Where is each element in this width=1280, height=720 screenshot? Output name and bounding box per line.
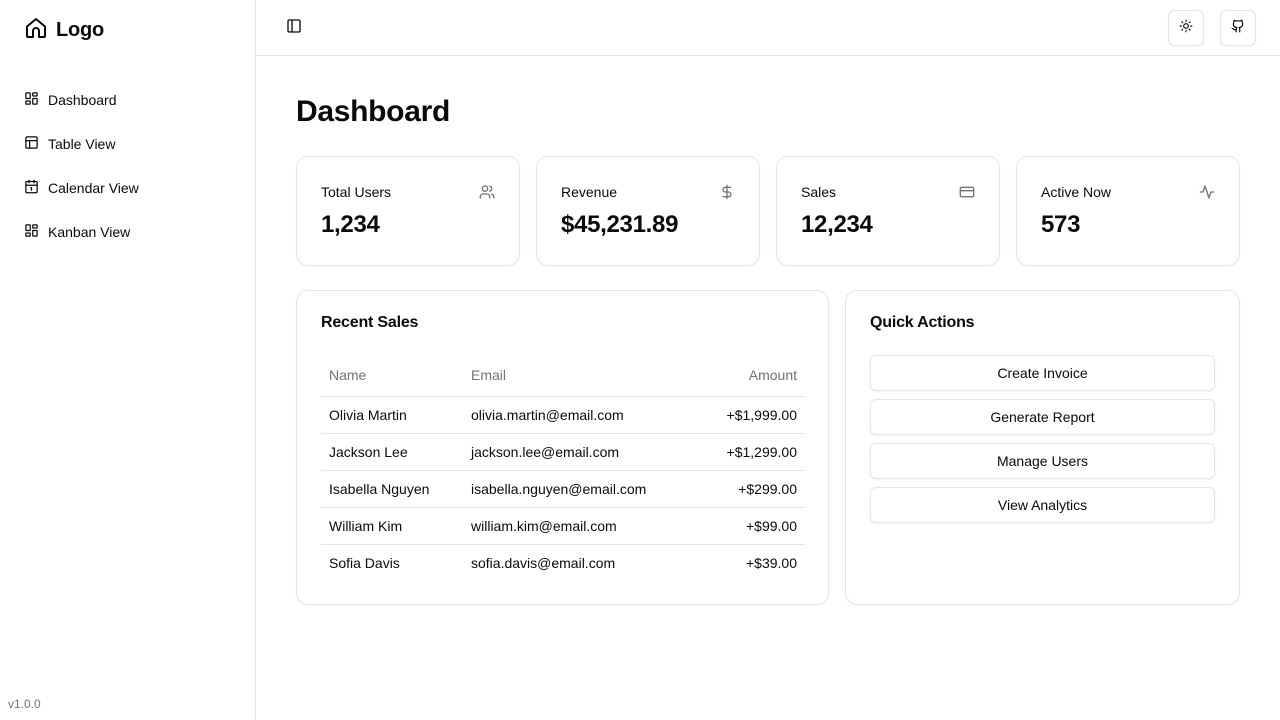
stat-label: Sales — [801, 184, 837, 200]
panel-left-icon — [286, 18, 302, 39]
stat-label: Total Users — [321, 184, 392, 200]
stat-card-sales: Sales 12,234 — [776, 156, 1000, 266]
calendar-icon — [24, 179, 39, 197]
quick-actions-panel: Quick Actions Create Invoice Generate Re… — [845, 290, 1240, 605]
stat-value: 12,234 — [801, 211, 873, 238]
sidebar-item-label: Calendar View — [48, 180, 139, 196]
sidebar-item-table-view[interactable]: Table View — [16, 122, 240, 166]
table-row[interactable]: Isabella Nguyen isabella.nguyen@email.co… — [321, 470, 805, 508]
sidebar: Logo Dashboard Table View Calendar View … — [0, 0, 256, 720]
table-row[interactable]: Olivia Martin olivia.martin@email.com +$… — [321, 396, 805, 434]
recent-sales-title: Recent Sales — [321, 314, 419, 331]
cell-email: william.kim@email.com — [463, 507, 699, 545]
table-row[interactable]: Jackson Lee jackson.lee@email.com +$1,29… — [321, 433, 805, 471]
cell-name: Isabella Nguyen — [321, 470, 463, 508]
layout-dashboard-icon — [24, 91, 39, 109]
kanban-icon — [24, 223, 39, 241]
cell-email: sofia.davis@email.com — [471, 554, 616, 571]
cell-amount: +$39.00 — [746, 554, 797, 571]
users-icon — [479, 184, 495, 200]
sidebar-toggle-button[interactable] — [284, 18, 304, 38]
logo-text: Logo — [56, 18, 105, 41]
sidebar-item-label: Table View — [48, 136, 116, 152]
quick-actions-list: Create Invoice Generate Report Manage Us… — [870, 355, 1215, 531]
cell-name: Olivia Martin — [321, 396, 463, 434]
logo[interactable]: Logo — [24, 17, 104, 43]
table-row[interactable]: William Kim william.kim@email.com +$99.0… — [321, 507, 805, 545]
stat-label: Active Now — [1041, 184, 1112, 200]
table-icon — [24, 135, 39, 153]
cell-amount: +$1,299.00 — [698, 433, 805, 471]
sidebar-item-label: Kanban View — [48, 224, 131, 240]
sidebar-item-label: Dashboard — [48, 92, 117, 108]
sidebar-item-calendar-view[interactable]: Calendar View — [16, 166, 240, 210]
recent-sales-table: Name Email Amount Olivia Martin olivia.m… — [321, 355, 805, 581]
stat-value: 1,234 — [321, 211, 380, 238]
stat-label: Revenue — [561, 184, 618, 200]
home-icon — [24, 16, 48, 45]
quick-actions-title: Quick Actions — [870, 314, 975, 331]
cell-email: olivia.martin@email.com — [463, 396, 699, 434]
page-title: Dashboard — [296, 95, 450, 128]
table-header-row: Name Email Amount — [321, 355, 805, 397]
theme-toggle-button[interactable] — [1168, 10, 1204, 46]
top-bar — [256, 0, 1280, 56]
create-invoice-button[interactable]: Create Invoice — [870, 355, 1215, 391]
stat-card-total-users: Total Users 1,234 — [296, 156, 520, 266]
sidebar-nav: Dashboard Table View Calendar View Kanba… — [16, 78, 240, 254]
version-label: v1.0.0 — [8, 697, 41, 711]
stat-card-active-now: Active Now 573 — [1016, 156, 1240, 266]
view-analytics-button[interactable]: View Analytics — [870, 487, 1215, 523]
stat-value: 573 — [1041, 211, 1081, 238]
cell-email: isabella.nguyen@email.com — [463, 470, 699, 508]
table-row[interactable]: Sofia Davis sofia.davis@email.com +$39.0… — [321, 544, 805, 581]
credit-card-icon — [959, 184, 975, 200]
recent-sales-panel: Recent Sales Name Email Amount Olivia Ma… — [296, 290, 829, 605]
column-header-email: Email — [463, 355, 699, 397]
cell-name: Jackson Lee — [321, 433, 463, 471]
sidebar-item-dashboard[interactable]: Dashboard — [16, 78, 240, 122]
stat-card-revenue: Revenue $45,231.89 — [536, 156, 760, 266]
column-header-amount: Amount — [698, 355, 805, 397]
cell-name: William Kim — [321, 507, 463, 545]
stat-value: $45,231.89 — [561, 211, 679, 238]
activity-icon — [1199, 184, 1215, 200]
cell-email: jackson.lee@email.com — [463, 433, 699, 471]
cell-amount: +$1,999.00 — [698, 396, 805, 434]
dollar-sign-icon — [719, 184, 735, 200]
cell-amount: +$99.00 — [698, 507, 805, 545]
github-button[interactable] — [1220, 10, 1256, 46]
sun-icon — [1179, 19, 1193, 38]
manage-users-button[interactable]: Manage Users — [870, 443, 1215, 479]
column-header-name: Name — [321, 355, 463, 397]
generate-report-button[interactable]: Generate Report — [870, 399, 1215, 435]
cell-name: Sofia Davis — [329, 554, 400, 571]
sidebar-item-kanban-view[interactable]: Kanban View — [16, 210, 240, 254]
cell-amount: +$299.00 — [698, 470, 805, 508]
github-icon — [1231, 19, 1245, 38]
